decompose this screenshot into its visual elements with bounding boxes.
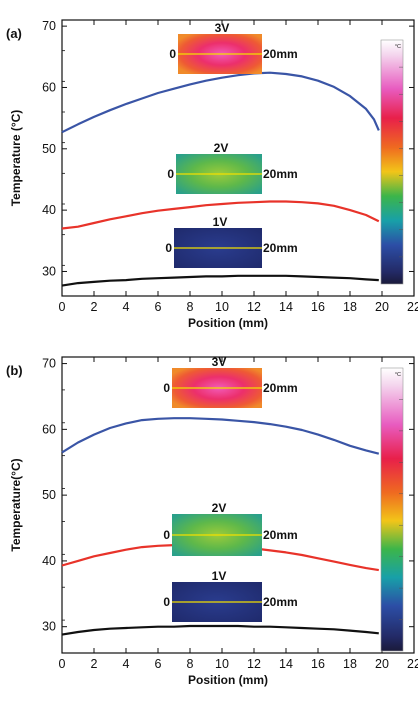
x-tick-label: 14: [279, 657, 293, 671]
colorbar: °C: [380, 367, 404, 652]
x-tick-label: 12: [247, 300, 261, 314]
x-tick-label: 20: [375, 657, 389, 671]
y-tick-label: 40: [42, 554, 56, 568]
inset-end-label: 20mm: [263, 595, 298, 609]
y-axis-title: Temperature(°C): [9, 458, 23, 551]
colorbar: °C: [380, 39, 404, 285]
inset-start-label: 0: [163, 595, 170, 609]
y-tick-label: 60: [42, 80, 56, 94]
x-tick-label: 10: [215, 300, 229, 314]
y-tick-label: 50: [42, 488, 56, 502]
y-tick-label: 60: [42, 422, 56, 436]
x-axis-title: Position (mm): [188, 316, 268, 330]
y-tick-label: 70: [42, 19, 56, 33]
inset-2v-title: 2V: [214, 141, 229, 155]
inset-end-label: 20mm: [263, 47, 298, 61]
x-tick-label: 4: [123, 657, 130, 671]
colorbar-unit: °C: [395, 44, 401, 50]
inset-end-label: 20mm: [263, 167, 298, 181]
inset-3v-title: 3V: [212, 355, 227, 369]
x-tick-label: 22: [407, 300, 418, 314]
inset-start-label: 0: [163, 528, 170, 542]
thermal-inset-1v: 1V 0 20mm: [163, 569, 298, 622]
x-tick-label: 14: [279, 300, 293, 314]
inset-start-label: 0: [167, 167, 174, 181]
inset-start-label: 0: [163, 381, 170, 395]
colorbar-unit: °C: [395, 372, 401, 378]
x-tick-label: 6: [155, 657, 162, 671]
x-tick-label: 10: [215, 657, 229, 671]
thermal-inset-3v: 3V 0 20mm: [163, 355, 298, 408]
inset-start-label: 0: [165, 241, 172, 255]
y-tick-label: 30: [42, 264, 56, 278]
y-tick-label: 50: [42, 142, 56, 156]
x-tick-label: 20: [375, 300, 389, 314]
chart-panel-a: (a) 0 2 4 6 8 10 12 14 16 18 20 22 30 40 50 60 70 Position…: [6, 19, 418, 330]
thermal-inset-2v: 2V 0 20mm: [167, 141, 298, 194]
x-tick-label: 2: [91, 657, 98, 671]
inset-end-label: 20mm: [263, 528, 298, 542]
x-tick-label: 2: [91, 300, 98, 314]
x-tick-label: 4: [123, 300, 130, 314]
panel-label: (a): [6, 26, 22, 41]
inset-1v-title: 1V: [212, 569, 227, 583]
inset-1v-title: 1V: [213, 215, 228, 229]
panel-label: (b): [6, 363, 23, 378]
series-line-3v: [61, 71, 380, 134]
x-tick-label: 18: [343, 300, 357, 314]
x-tick-label: 0: [59, 300, 66, 314]
x-tick-label: 0: [59, 657, 66, 671]
series-line-1v: [61, 274, 379, 287]
x-tick-label: 8: [187, 300, 194, 314]
inset-end-label: 20mm: [263, 241, 298, 255]
plot-frame: [61, 19, 415, 297]
y-tick-label: 70: [42, 357, 56, 371]
x-tick-label: 6: [155, 300, 162, 314]
y-tick-label: 30: [42, 620, 56, 634]
thermal-inset-2v: 2V 0 20mm: [163, 501, 298, 556]
plot-frame: [61, 356, 415, 654]
series-line-2v: [61, 200, 380, 230]
series-line-3v: [61, 417, 380, 455]
inset-start-label: 0: [169, 47, 176, 61]
inset-2v-title: 2V: [212, 501, 227, 515]
inset-end-label: 20mm: [263, 381, 298, 395]
x-axis-title: Position (mm): [188, 673, 268, 687]
y-axis-title: Temperature (°C): [9, 110, 23, 207]
colorbar-gradient: [380, 367, 404, 652]
x-tick-label: 18: [343, 657, 357, 671]
thermal-inset-3v: 3V 0 20mm: [169, 21, 298, 74]
y-tick-label: 40: [42, 203, 56, 217]
inset-3v-title: 3V: [215, 21, 230, 35]
x-tick-label: 12: [247, 657, 261, 671]
chart-panel-b: (b) 0 2 4 6 8 10 12 14 16 18 20 22 30 40 50 60 70 Position…: [6, 355, 418, 687]
x-tick-label: 8: [187, 657, 194, 671]
series-line-1v: [61, 624, 379, 636]
x-tick-label: 22: [407, 657, 418, 671]
x-tick-label: 16: [311, 657, 325, 671]
x-tick-label: 16: [311, 300, 325, 314]
colorbar-gradient: [380, 39, 404, 285]
thermal-inset-1v: 1V 0 20mm: [165, 215, 298, 268]
